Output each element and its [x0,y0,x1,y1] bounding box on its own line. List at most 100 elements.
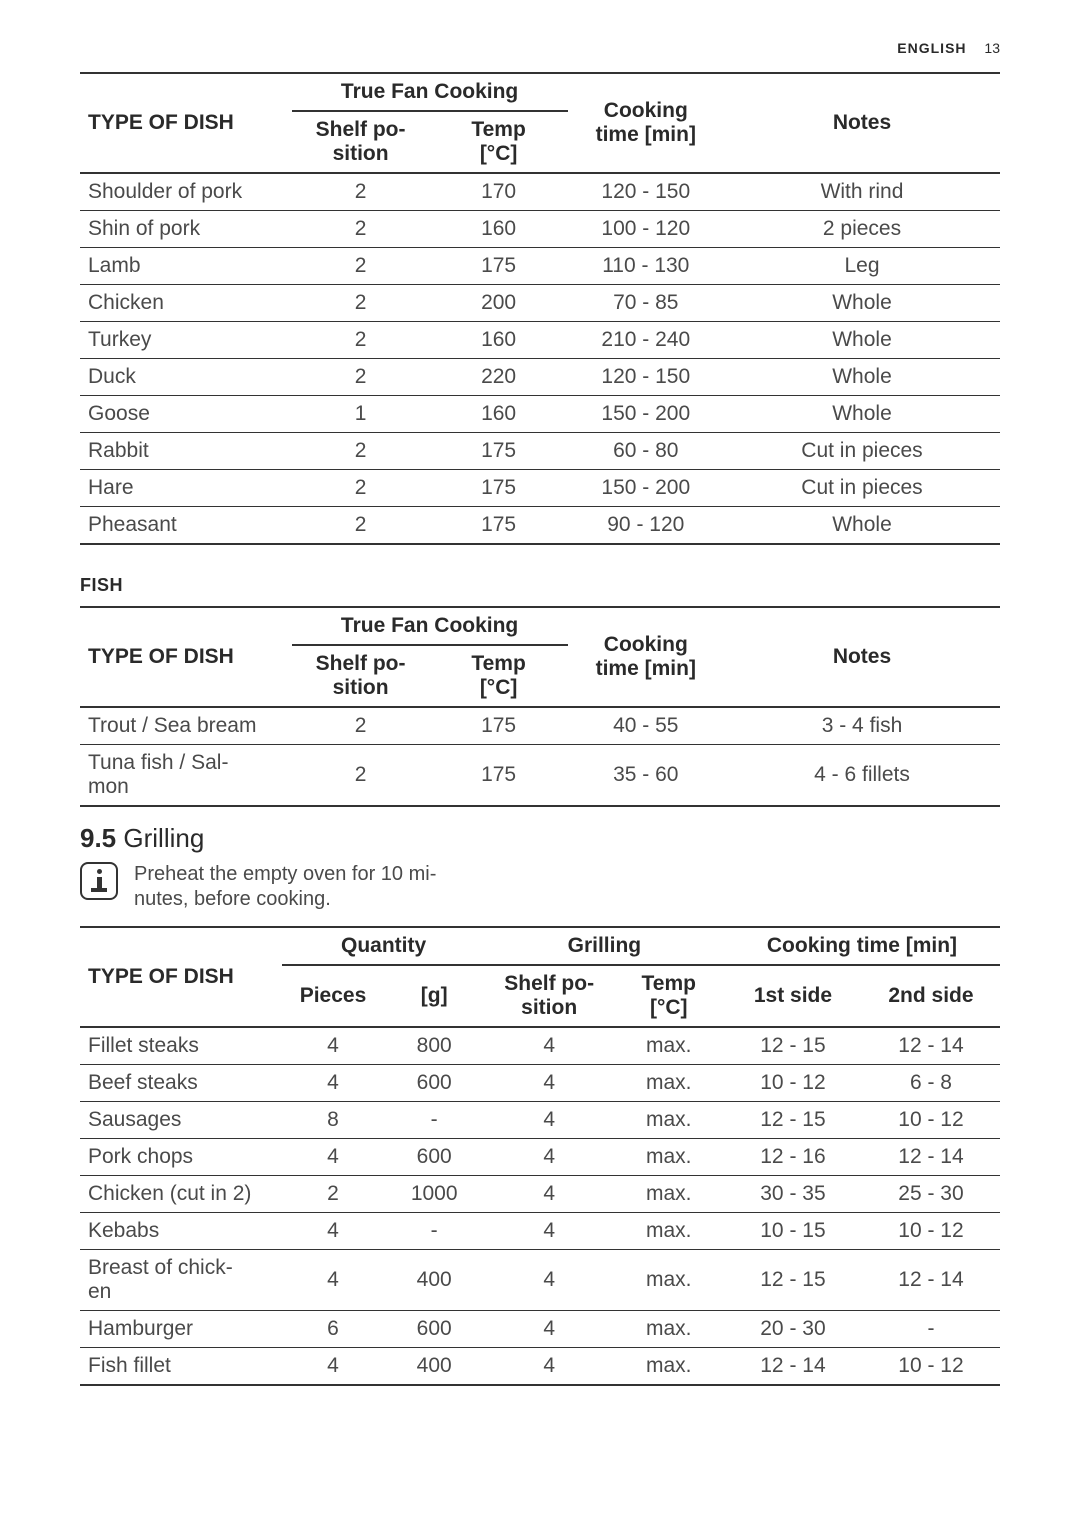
info-text: Preheat the empty oven for 10 mi- nutes,… [134,862,436,912]
cell-pieces: 4 [282,1348,383,1386]
cell-time: 35 - 60 [568,745,724,807]
cell-side1: 10 - 12 [724,1065,862,1102]
cell-shelf: 2 [292,507,430,545]
table-row: Turkey2160210 - 240Whole [80,322,1000,359]
cell-dish: Lamb [80,248,292,285]
col-2nd-side: 2nd side [862,965,1000,1027]
cell-pieces: 4 [282,1027,383,1065]
cell-shelf: 2 [292,470,430,507]
cell-grams: 800 [384,1027,485,1065]
cell-grams: - [384,1102,485,1139]
page-header: ENGLISH 13 [80,40,1000,56]
cell-time: 70 - 85 [568,285,724,322]
cell-side1: 10 - 15 [724,1213,862,1250]
cell-side1: 12 - 15 [724,1250,862,1311]
cell-side2: 10 - 12 [862,1348,1000,1386]
grilling-table: TYPE OF DISH Quantity Grilling Cooking t… [80,926,1000,1386]
cell-dish: Hare [80,470,292,507]
section-name: Grilling [123,823,204,853]
cell-pieces: 4 [282,1065,383,1102]
cell-notes: 3 - 4 fish [724,707,1000,745]
table-row: Goose1160150 - 200Whole [80,396,1000,433]
cell-dish: Tuna fish / Sal- mon [80,745,292,807]
cell-dish: Chicken [80,285,292,322]
cell-side2: - [862,1311,1000,1348]
table-row: Hare2175150 - 200Cut in pieces [80,470,1000,507]
cell-notes: 2 pieces [724,211,1000,248]
table-row: Pork chops46004max.12 - 1612 - 14 [80,1139,1000,1176]
cell-dish: Duck [80,359,292,396]
cell-pieces: 4 [282,1250,383,1311]
cell-temp: 175 [430,745,568,807]
cell-temp: max. [614,1176,724,1213]
cell-side2: 10 - 12 [862,1213,1000,1250]
col-temp: Temp [°C] [430,111,568,173]
cell-side1: 12 - 14 [724,1348,862,1386]
cell-dish: Turkey [80,322,292,359]
table-row: Fillet steaks48004max.12 - 1512 - 14 [80,1027,1000,1065]
cell-temp: 175 [430,507,568,545]
table-row: Duck2220120 - 150Whole [80,359,1000,396]
cell-temp: 170 [430,173,568,211]
cell-pieces: 6 [282,1311,383,1348]
cell-dish: Goose [80,396,292,433]
cell-side1: 12 - 16 [724,1139,862,1176]
meat-table-body: Shoulder of pork2170120 - 150With rindSh… [80,173,1000,544]
cell-time: 40 - 55 [568,707,724,745]
cell-dish: Pheasant [80,507,292,545]
cell-shelf: 4 [485,1139,614,1176]
col-notes: Notes [724,607,1000,707]
cell-notes: 4 - 6 fillets [724,745,1000,807]
cell-notes: Whole [724,322,1000,359]
cell-grams: 400 [384,1250,485,1311]
cell-temp: 175 [430,470,568,507]
cell-grams: 600 [384,1065,485,1102]
cell-dish: Beef steaks [80,1065,282,1102]
cell-temp: max. [614,1348,724,1386]
table-row: Shoulder of pork2170120 - 150With rind [80,173,1000,211]
cell-notes: Leg [724,248,1000,285]
cell-shelf: 4 [485,1250,614,1311]
col-quantity: Quantity [282,927,484,965]
cell-temp: max. [614,1065,724,1102]
cell-grams: - [384,1213,485,1250]
table-row: Chicken (cut in 2)210004max.30 - 3525 - … [80,1176,1000,1213]
cell-temp: 160 [430,211,568,248]
cell-pieces: 8 [282,1102,383,1139]
cell-temp: 160 [430,396,568,433]
cell-time: 150 - 200 [568,396,724,433]
cell-temp: max. [614,1250,724,1311]
cell-pieces: 4 [282,1213,383,1250]
cell-side1: 12 - 15 [724,1027,862,1065]
table-row: Kebabs4-4max.10 - 1510 - 12 [80,1213,1000,1250]
manual-page: ENGLISH 13 TYPE OF DISH True Fan Cooking… [0,0,1080,1426]
col-shelf: Shelf po- sition [292,111,430,173]
col-shelf: Shelf po- sition [292,645,430,707]
col-true-fan: True Fan Cooking [292,607,568,645]
col-type-of-dish: TYPE OF DISH [80,73,292,173]
cell-shelf: 4 [485,1348,614,1386]
cell-temp: 175 [430,707,568,745]
table-row: Breast of chick- en44004max.12 - 1512 - … [80,1250,1000,1311]
cell-notes: With rind [724,173,1000,211]
cell-dish: Shoulder of pork [80,173,292,211]
col-1st-side: 1st side [724,965,862,1027]
cell-temp: 175 [430,433,568,470]
cell-shelf: 4 [485,1027,614,1065]
cell-pieces: 2 [282,1176,383,1213]
section-fish-heading: FISH [80,575,1000,596]
col-type-of-dish: TYPE OF DISH [80,927,282,1027]
table-row: Shin of pork2160100 - 1202 pieces [80,211,1000,248]
cell-notes: Cut in pieces [724,470,1000,507]
cell-time: 100 - 120 [568,211,724,248]
cell-temp: max. [614,1311,724,1348]
cell-time: 120 - 150 [568,359,724,396]
table-row: Beef steaks46004max.10 - 126 - 8 [80,1065,1000,1102]
col-cooking-time: Cooking time [min] [568,73,724,173]
table-row: Chicken220070 - 85Whole [80,285,1000,322]
table-row: Trout / Sea bream217540 - 553 - 4 fish [80,707,1000,745]
cell-side2: 12 - 14 [862,1027,1000,1065]
cell-grams: 400 [384,1348,485,1386]
cell-dish: Rabbit [80,433,292,470]
cell-dish: Kebabs [80,1213,282,1250]
